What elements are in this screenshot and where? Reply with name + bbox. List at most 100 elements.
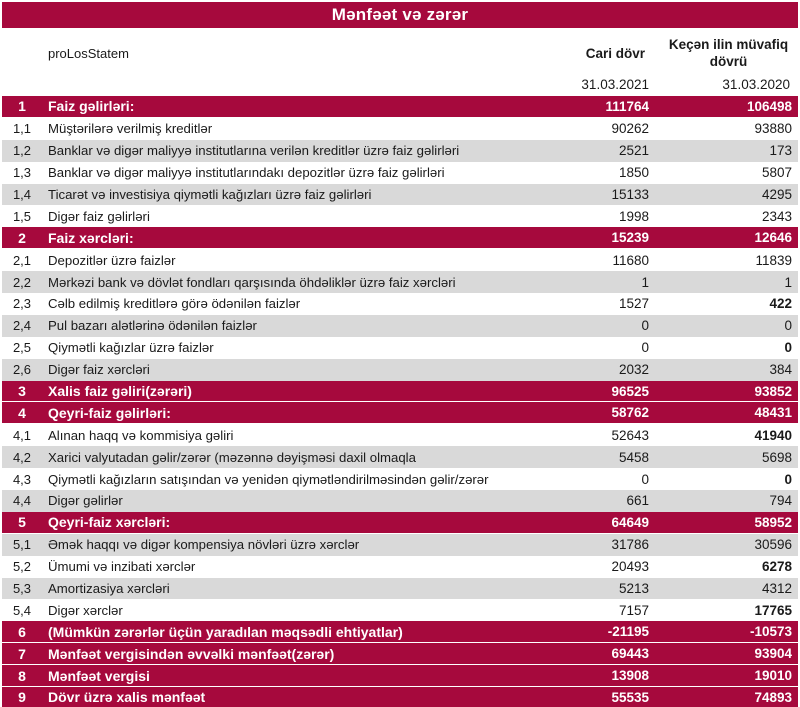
value-current: 111764 bbox=[605, 98, 649, 114]
row-label: Faiz xərcləri: bbox=[48, 229, 134, 246]
table-row: 2,5 Qiymətli kağızlar üzrə faizlər 0 0 bbox=[2, 336, 798, 359]
row-label: Əmək haqqı və digər kompensiya növləri ü… bbox=[48, 537, 360, 553]
value-previous: 30596 bbox=[754, 537, 792, 553]
row-number: 2,2 bbox=[12, 274, 32, 290]
row-number: 1,5 bbox=[12, 208, 32, 224]
row-label: Qiymətli kağızlar üzrə faizlər bbox=[48, 340, 214, 356]
value-previous: 93852 bbox=[754, 383, 792, 399]
section-row: 2 Faiz xərcləri: 15239 12646 bbox=[2, 227, 798, 250]
value-current: 0 bbox=[641, 340, 649, 356]
value-previous: -10573 bbox=[749, 624, 792, 640]
value-previous: 41940 bbox=[754, 427, 792, 443]
table-row: 1,1 Müştərilərə verilmiş kreditlər 90262 93… bbox=[2, 117, 798, 140]
row-label: Cəlb edilmiş kreditlərə görə ödənilən fa… bbox=[48, 296, 301, 312]
row-number: 1,3 bbox=[12, 165, 32, 181]
table-row: 1,2 Banklar və digər maliyyə institutları… bbox=[2, 139, 798, 162]
section-row: 9 Dövr üzrə xalis mənfəət 55535 74893 bbox=[2, 687, 798, 707]
value-previous: 422 bbox=[769, 296, 792, 312]
table-row: 1,5 Digər faiz gəlirləri 1998 2343 bbox=[2, 205, 798, 228]
value-current: 5213 bbox=[618, 581, 649, 597]
row-number: 3 bbox=[18, 383, 26, 400]
value-current: 64649 bbox=[611, 514, 649, 530]
value-current: 2521 bbox=[618, 143, 649, 159]
row-label: Faiz gəlirləri: bbox=[48, 98, 135, 115]
row-label: Digər gəlirlər bbox=[48, 493, 123, 509]
table-row: 1,4 Ticarət və investisiya qiymətli kağız… bbox=[2, 183, 798, 206]
value-current: 69443 bbox=[611, 646, 649, 662]
value-previous: 173 bbox=[769, 143, 792, 159]
row-number: 2,6 bbox=[12, 362, 32, 378]
value-current: 58762 bbox=[611, 405, 649, 421]
row-label: Mənfəət vergisindən əvvəlki mənfəət(zərə… bbox=[48, 645, 335, 662]
report-title-bar: Mənfəət və zərər bbox=[2, 2, 798, 28]
value-current: 0 bbox=[641, 471, 649, 487]
previous-period-date: 31.03.2020 bbox=[722, 76, 790, 92]
current-period-date: 31.03.2021 bbox=[581, 76, 649, 92]
table-row: 2,4 Pul bazarı alətlərinə ödənilən faizlə… bbox=[2, 314, 798, 337]
row-label: Xalis faiz gəliri(zərəri) bbox=[48, 383, 192, 400]
section-row: 5 Qeyri-faiz xərcləri: 64649 58952 bbox=[2, 511, 798, 534]
value-previous: 93880 bbox=[754, 121, 792, 137]
value-current: 7157 bbox=[618, 602, 649, 618]
value-current: 2032 bbox=[618, 362, 649, 378]
value-previous: 0 bbox=[784, 318, 792, 334]
section-row: 3 Xalis faiz gəliri(zərəri) 96525 93852 bbox=[2, 380, 798, 403]
row-label: Amortizasiya xərcləri bbox=[48, 581, 170, 597]
report-title: Mənfəət və zərər bbox=[331, 5, 469, 24]
value-previous: 384 bbox=[769, 362, 792, 378]
row-label: Müştərilərə verilmiş kreditlər bbox=[48, 121, 213, 137]
value-current: 1850 bbox=[618, 165, 649, 181]
value-current: 1 bbox=[641, 274, 649, 290]
row-label: Mərkəzi bank və dövlət fondları qarşısın… bbox=[48, 274, 456, 290]
row-label: Banklar və digər maliyyə institutlarına … bbox=[48, 143, 460, 159]
row-label: Digər faiz gəlirləri bbox=[48, 208, 150, 224]
value-current: 52643 bbox=[611, 427, 649, 443]
row-label: Depozitlər üzrə faizlər bbox=[48, 252, 176, 268]
value-previous: 11839 bbox=[755, 252, 792, 268]
value-previous: 5698 bbox=[761, 449, 792, 465]
table-row: 2,2 Mərkəzi bank və dövlət fondları qarşı… bbox=[2, 271, 798, 294]
row-number: 5,2 bbox=[12, 559, 32, 575]
value-previous: 4295 bbox=[761, 187, 792, 202]
row-number: 5 bbox=[18, 514, 26, 531]
value-current: 0 bbox=[641, 318, 649, 334]
value-current: 90262 bbox=[611, 121, 649, 137]
row-label: Qiymətli kağızların satışından və yenidə… bbox=[48, 471, 489, 487]
value-previous: 2343 bbox=[761, 208, 792, 224]
row-number: 2,4 bbox=[12, 318, 32, 334]
row-number: 1,1 bbox=[12, 121, 32, 137]
row-number: 2,3 bbox=[12, 296, 32, 312]
value-current: -21195 bbox=[607, 624, 649, 640]
row-number: 4,4 bbox=[12, 493, 32, 509]
value-current: 661 bbox=[626, 493, 649, 509]
row-label: (Mümkün zərərlər üçün yaradılan məqsədli… bbox=[48, 623, 403, 640]
table-row: 5,2 Ümumi və inzibati xərclər 20493 6278 bbox=[2, 555, 798, 578]
value-previous: 5807 bbox=[761, 165, 792, 181]
row-number: 5,1 bbox=[12, 537, 32, 553]
table-body: 1 Faiz gəlirləri: 111764 106498 1,1 Müştərilə… bbox=[2, 96, 798, 707]
row-label: Banklar və digər maliyyə institutlarında… bbox=[48, 165, 445, 181]
table-row: 4,2 Xarici valyutadan gəlir/zərər (məzənn… bbox=[2, 446, 798, 469]
value-previous: 0 bbox=[784, 471, 792, 487]
section-row: 7 Mənfəət vergisindən əvvəlki mənfəət(zər… bbox=[2, 643, 798, 666]
value-current: 55535 bbox=[611, 689, 649, 705]
value-previous: 0 bbox=[784, 340, 792, 356]
value-previous: 19010 bbox=[754, 668, 792, 684]
value-current: 15133 bbox=[611, 187, 649, 202]
row-number: 1,4 bbox=[12, 187, 32, 202]
row-number: 9 bbox=[18, 689, 26, 706]
row-number: 8 bbox=[18, 667, 26, 684]
row-label: Dövr üzrə xalis mənfəət bbox=[48, 689, 206, 706]
value-previous: 6278 bbox=[761, 559, 792, 575]
row-number: 4,1 bbox=[12, 427, 32, 443]
value-previous: 12646 bbox=[754, 230, 792, 246]
value-current: 5458 bbox=[618, 449, 649, 465]
row-number: 4 bbox=[18, 404, 26, 421]
value-current: 1998 bbox=[618, 208, 649, 224]
row-number: 5,3 bbox=[12, 581, 32, 597]
value-current: 11680 bbox=[612, 252, 649, 268]
row-label: Qeyri-faiz gəlirləri: bbox=[48, 404, 171, 421]
table-row: 5,1 Əmək haqqı və digər kompensiya növlər… bbox=[2, 533, 798, 556]
column-header-current-period: Cari dövr bbox=[585, 45, 645, 61]
